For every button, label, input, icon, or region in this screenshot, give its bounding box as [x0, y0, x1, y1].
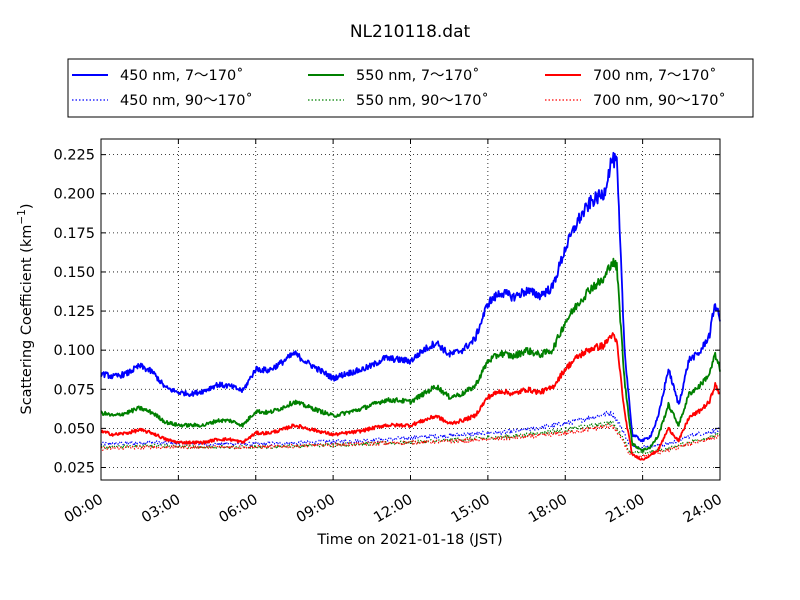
y-tick-label: 0.025 [53, 460, 95, 476]
legend-label-1: 450 nm, 90～170˚ [120, 92, 253, 109]
legend-label-0: 450 nm, 7～170˚ [120, 67, 243, 84]
y-axis-label-main: Scattering Coefficient (km [19, 225, 35, 415]
y-tick-label: 0.125 [53, 304, 95, 320]
x-tick-label: 09:00 [294, 492, 338, 527]
x-tick-label: 00:00 [62, 492, 106, 527]
x-tick-label: 21:00 [603, 492, 647, 527]
y-axis-label-close: ) [19, 203, 35, 209]
legend-label-4: 700 nm, 7～170˚ [593, 67, 716, 84]
legend: 450 nm, 7～170˚ 450 nm, 90～170˚ 550 nm, 7～1… [67, 58, 754, 118]
series-line-4 [100, 332, 721, 461]
x-tick-label: 03:00 [139, 492, 183, 527]
y-tick-label: 0.175 [53, 226, 95, 242]
y-tick-label: 0.100 [53, 343, 95, 359]
x-tick-label: 12:00 [371, 492, 415, 527]
y-axis-label-sup: −1 [16, 209, 28, 224]
y-tick-label: 0.200 [53, 187, 95, 203]
series-line-5 [100, 423, 721, 458]
x-tick-label: 24:00 [681, 492, 725, 527]
legend-label-3: 550 nm, 90～170˚ [356, 92, 489, 109]
y-tick-label: 0.225 [53, 148, 95, 164]
series-line-2 [100, 257, 721, 452]
legend-frame [67, 58, 754, 118]
chart-title: NL210118.dat [350, 22, 471, 42]
x-tick-label: 06:00 [217, 492, 261, 527]
legend-label-2: 550 nm, 7～170˚ [356, 67, 479, 84]
y-tick-label: 0.050 [53, 421, 95, 437]
x-tick-label: 18:00 [526, 492, 570, 527]
y-tick-label: 0.150 [53, 265, 95, 281]
series-line-1 [100, 410, 721, 450]
y-tick-label: 0.075 [53, 382, 95, 398]
x-axis-label: Time on 2021-01-18 (JST) [316, 532, 502, 548]
x-tick-label: 15:00 [449, 492, 493, 527]
series-line-0 [100, 151, 721, 443]
series-group [100, 151, 721, 461]
legend-label-5: 700 nm, 90～170˚ [593, 92, 726, 109]
y-axis-label: Scattering Coefficient (km−1) [16, 203, 35, 414]
series-line-3 [100, 419, 721, 455]
